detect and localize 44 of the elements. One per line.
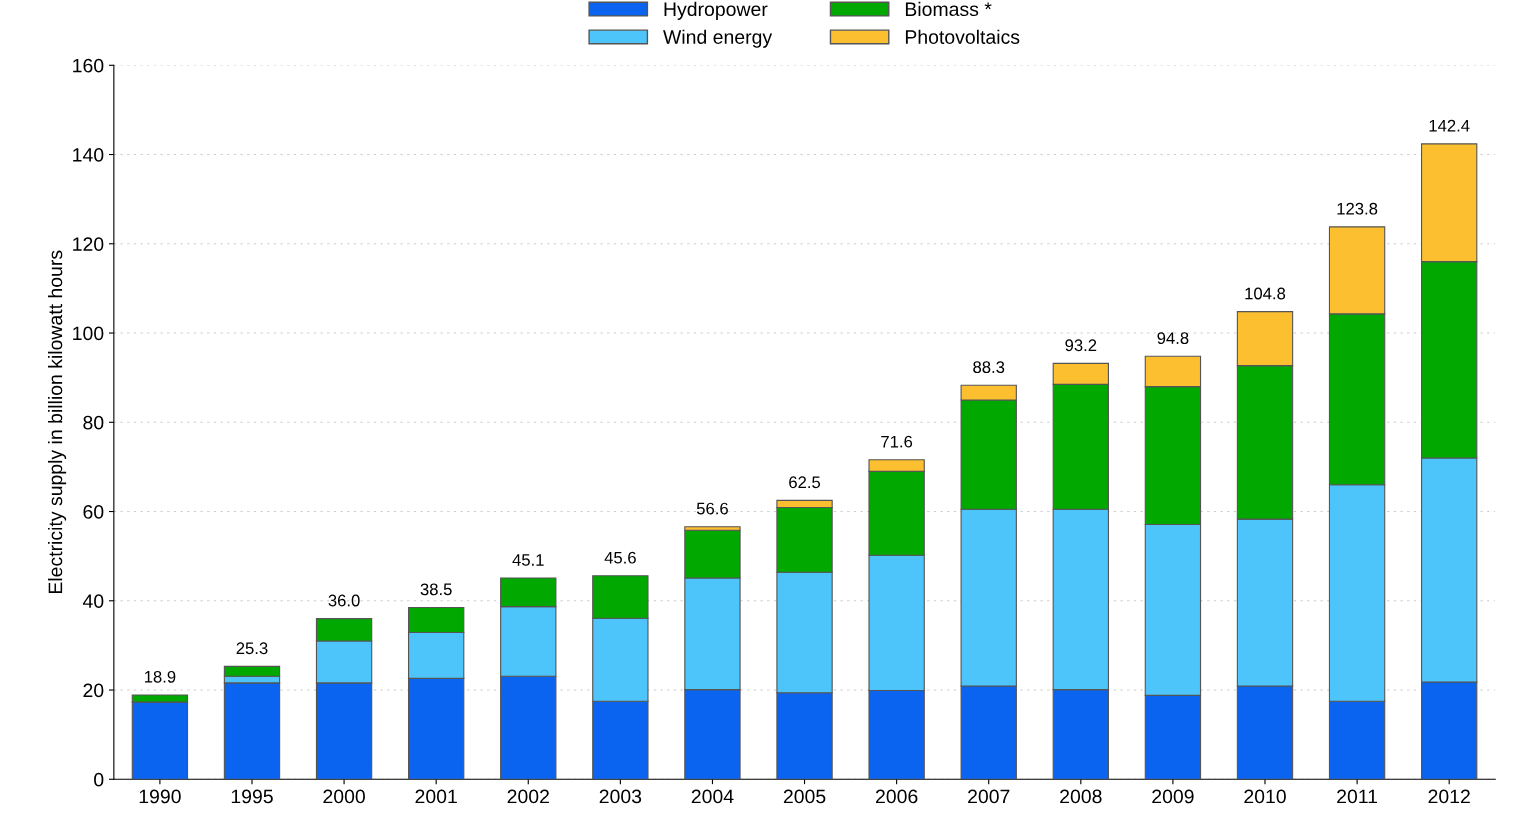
y-tick-label: 40 <box>82 594 104 609</box>
legend-label: Biomass * <box>905 1 992 17</box>
total-label: 25.3 <box>236 642 268 655</box>
total-label: 93.2 <box>1065 339 1097 352</box>
total-label: 36.0 <box>328 594 360 607</box>
x-tick-label: 2001 <box>415 789 457 804</box>
legend-label: Hydropower <box>664 1 768 20</box>
x-tick-label: 2000 <box>323 789 365 804</box>
total-label: 62.5 <box>789 476 821 489</box>
x-tick-label: 2010 <box>1244 789 1286 804</box>
y-tick-label: 0 <box>94 772 104 787</box>
legend-label: Wind energy <box>663 29 773 48</box>
total-label: 18.9 <box>144 670 176 683</box>
total-label: 38.5 <box>420 583 452 596</box>
y-tick-label: 20 <box>83 683 104 698</box>
x-tick-label: 2008 <box>1060 789 1102 804</box>
total-label: 71.6 <box>881 435 913 448</box>
total-label: 45.6 <box>604 551 636 564</box>
y-tick-label: 100 <box>73 326 104 341</box>
x-tick-label: 2007 <box>968 789 1010 804</box>
x-tick-label: 2005 <box>783 789 826 804</box>
total-label: 104.8 <box>1245 287 1286 300</box>
legend-label: Photovoltaics <box>905 29 1020 44</box>
total-label: 45.1 <box>512 554 544 566</box>
total-label: 88.3 <box>973 361 1005 374</box>
x-tick-label: 2012 <box>1428 789 1470 804</box>
total-label: 94.8 <box>1157 332 1189 345</box>
y-axis-title: Electricity supply in billion kilowatt hours <box>48 250 67 594</box>
x-tick-label: 2009 <box>1152 789 1194 804</box>
y-tick-label: 160 <box>73 58 104 73</box>
y-tick-label: 80 <box>83 415 104 430</box>
x-tick-label: 2004 <box>691 789 734 804</box>
total-label: 56.6 <box>696 502 728 515</box>
total-label: 123.8 <box>1337 202 1378 215</box>
x-tick-label: 2011 <box>1337 789 1378 804</box>
y-tick-label: 120 <box>73 237 104 252</box>
total-label: 142.4 <box>1429 119 1470 132</box>
x-tick-label: 1995 <box>231 789 273 804</box>
x-tick-label: 2006 <box>875 789 918 804</box>
x-tick-label: 2002 <box>507 789 549 804</box>
y-tick-label: 60 <box>83 505 104 519</box>
y-tick-label: 140 <box>73 148 104 162</box>
x-tick-label: 2003 <box>599 789 642 804</box>
x-tick-label: 1990 <box>139 789 181 804</box>
